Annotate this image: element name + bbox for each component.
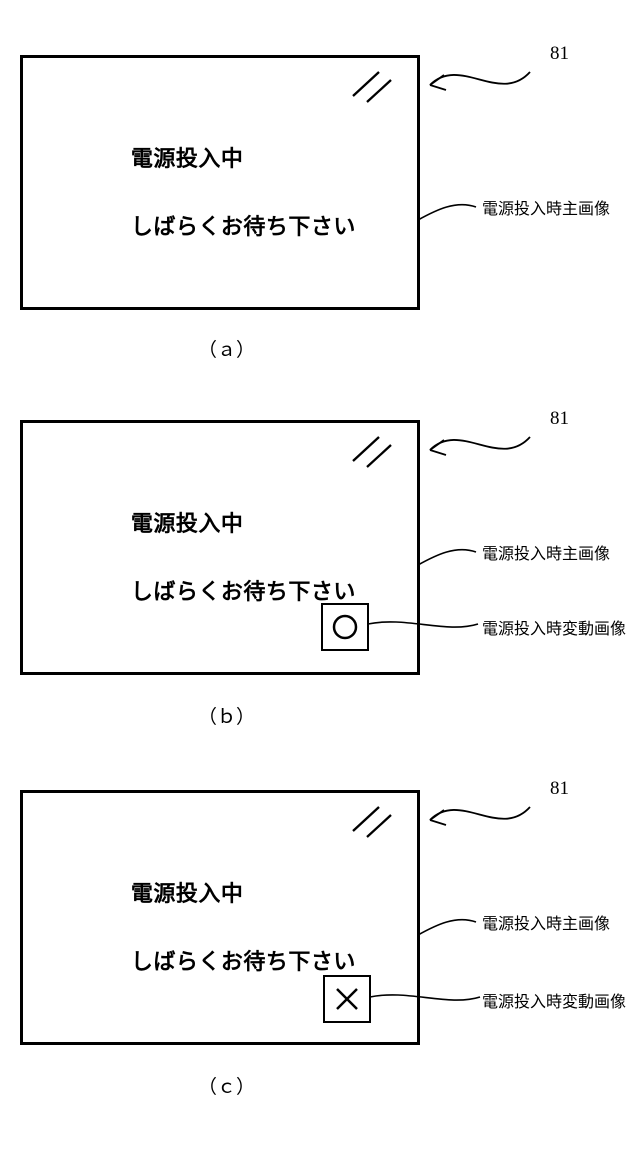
circle-icon	[330, 612, 360, 642]
ref-number-a: 81	[550, 43, 569, 65]
panel-label-a: （ａ）	[198, 335, 255, 362]
msg-line1: 電源投入中	[131, 146, 244, 171]
glare-icon	[345, 803, 395, 843]
glare-icon	[345, 68, 395, 108]
panel-label-b: （ｂ）	[198, 702, 255, 729]
screen-message: 電源投入中 しばらくお待ち下さい	[78, 473, 356, 643]
screen-a: 電源投入中 しばらくお待ち下さい	[20, 55, 420, 310]
leader-sub-b	[366, 612, 486, 642]
leader-main-c	[416, 910, 486, 950]
diagram-page: 電源投入中 しばらくお待ち下さい 81 電源投入時主画像 （ａ） 電源投入中 し…	[0, 0, 640, 1166]
ref-number-c: 81	[550, 778, 569, 800]
sub-indicator-b	[321, 603, 369, 651]
annot-main-c: 電源投入時主画像	[482, 910, 610, 934]
screen-c: 電源投入中 しばらくお待ち下さい	[20, 790, 420, 1045]
panel-a: 電源投入中 しばらくお待ち下さい 81 電源投入時主画像	[20, 55, 620, 310]
leader-sub-c	[368, 985, 488, 1015]
panel-label-c: （ｃ）	[198, 1072, 255, 1099]
panel-b: 電源投入中 しばらくお待ち下さい 81 電源投入時主画像 電源投入時変動画像	[20, 420, 620, 675]
panel-c: 電源投入中 しばらくお待ち下さい 81 電源投入時主画像 電源投入時変動画像	[20, 790, 620, 1045]
cross-icon	[334, 986, 360, 1012]
screen-b: 電源投入中 しばらくお待ち下さい	[20, 420, 420, 675]
ref-number-b: 81	[550, 408, 569, 430]
msg-line2: しばらくお待ち下さい	[131, 949, 356, 974]
annot-main-b: 電源投入時主画像	[482, 540, 610, 564]
annot-main-a: 電源投入時主画像	[482, 195, 610, 219]
msg-line2: しばらくお待ち下さい	[131, 579, 356, 604]
annot-sub-b: 電源投入時変動画像	[482, 615, 626, 639]
leader-main-a	[416, 195, 486, 235]
msg-line2: しばらくお待ち下さい	[131, 214, 356, 239]
msg-line1: 電源投入中	[131, 511, 244, 536]
ref-arrow-c	[420, 785, 550, 845]
screen-message: 電源投入中 しばらくお待ち下さい	[78, 843, 356, 1013]
msg-line1: 電源投入中	[131, 881, 244, 906]
glare-icon	[345, 433, 395, 473]
ref-arrow-a	[420, 50, 550, 110]
screen-message: 電源投入中 しばらくお待ち下さい	[78, 108, 356, 278]
ref-arrow-b	[420, 415, 550, 475]
sub-indicator-c	[323, 975, 371, 1023]
annot-sub-c: 電源投入時変動画像	[482, 988, 626, 1012]
leader-main-b	[416, 540, 486, 580]
